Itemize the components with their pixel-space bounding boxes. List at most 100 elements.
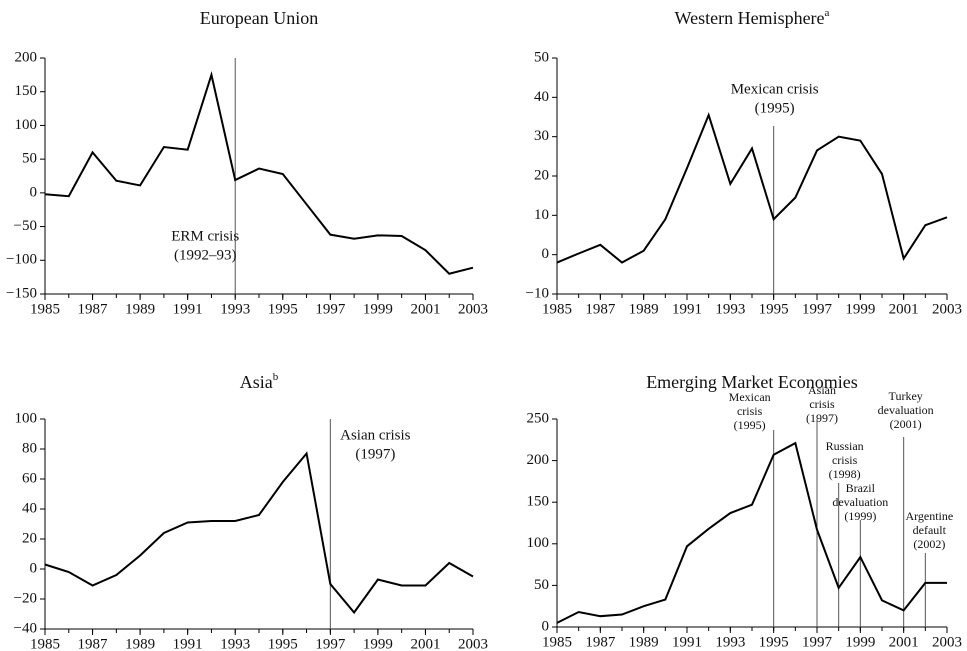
title-text: European Union [200, 8, 318, 28]
y-tick-label: 250 [527, 410, 550, 426]
y-tick-label: 150 [15, 83, 38, 99]
annotation-text: (1995) [755, 100, 795, 116]
y-tick-label: 0 [30, 560, 38, 576]
x-tick-label: 1985 [30, 636, 60, 651]
y-tick-label: 0 [30, 184, 38, 200]
x-tick-label: 2001 [410, 301, 440, 317]
annotation-text: devaluation [878, 403, 934, 417]
chart-title: Asiab [240, 371, 279, 393]
annotation-text: (1997) [806, 411, 838, 425]
y-tick-label: 10 [534, 207, 549, 223]
data-line [556, 441, 947, 624]
chart-title: Emerging Market Economies [646, 372, 858, 392]
x-tick-label: 1995 [268, 301, 298, 317]
x-tick-label: 1985 [30, 301, 60, 317]
title-note: b [273, 371, 279, 383]
x-tick-label: 1989 [629, 634, 659, 650]
title-text: Emerging Market Economies [646, 372, 858, 392]
annotation-text: Argentine [905, 509, 953, 523]
x-tick-label: 1987 [78, 301, 109, 317]
annotation-text: (2002) [913, 537, 945, 551]
x-tick-label: 1989 [125, 636, 155, 651]
x-tick-label: 1995 [759, 301, 789, 317]
annotation-text: (1998) [829, 467, 861, 481]
x-tick-label: 1987 [78, 636, 109, 651]
x-tick-label: 1989 [125, 301, 155, 317]
y-tick-label: 150 [527, 494, 550, 510]
x-tick-label: 1997 [315, 636, 346, 651]
x-tick-label: 1989 [629, 301, 659, 317]
y-tick-label: −50 [14, 218, 37, 234]
annotation-text: Russian [826, 439, 864, 453]
x-tick-label: 1987 [585, 634, 616, 650]
x-tick-label: 1999 [363, 301, 393, 317]
x-tick-label: 1993 [220, 636, 250, 651]
y-tick-label: 40 [534, 89, 549, 105]
y-tick-label: 20 [534, 167, 549, 183]
x-tick-label: 1991 [173, 301, 203, 317]
x-tick-label: 1991 [672, 634, 702, 650]
annotation-text: (1995) [734, 418, 766, 432]
annotation-text: devaluation [832, 495, 888, 509]
data-line [556, 112, 948, 264]
x-tick-label: 2003 [458, 301, 488, 317]
y-tick-label: 100 [15, 117, 38, 133]
annotation-text: (1992–93) [174, 247, 237, 263]
x-tick-label: 1985 [542, 301, 572, 317]
x-tick-label: 1991 [672, 301, 702, 317]
x-tick-label: 1995 [268, 636, 298, 651]
y-tick-label: −20 [14, 590, 37, 606]
y-tick-label: 50 [534, 49, 549, 65]
x-tick-label: 1993 [220, 301, 250, 317]
y-tick-label: 20 [22, 530, 37, 546]
x-tick-label: 1993 [715, 634, 745, 650]
chart-title: European Union [200, 8, 318, 28]
chart-title: Western Hemispherea [675, 7, 830, 29]
annotation-text: (1997) [355, 446, 395, 462]
y-tick-label: 80 [22, 440, 37, 456]
x-tick-label: 2003 [458, 636, 488, 651]
y-tick-label: 50 [22, 151, 37, 167]
y-tick-label: 40 [22, 500, 37, 516]
annotation-text: Turkey [889, 389, 923, 403]
x-tick-label: 2001 [889, 634, 919, 650]
x-tick-label: 1999 [845, 634, 875, 650]
y-tick-label: −40 [14, 620, 37, 636]
x-tick-label: 2001 [410, 636, 440, 651]
x-tick-label: 1997 [802, 634, 833, 650]
annotation-text: (2001) [890, 417, 922, 431]
annotation-text: crisis [832, 453, 858, 467]
y-tick-label: 200 [15, 49, 38, 65]
annotation-text: Mexican crisis [731, 81, 819, 97]
annotation-text: Asian crisis [340, 427, 411, 443]
x-tick-label: 2001 [889, 301, 919, 317]
y-tick-label: 0 [542, 246, 550, 262]
annotation-text: Mexican [729, 390, 771, 404]
title-text: Asia [240, 372, 273, 392]
y-tick-label: −10 [526, 285, 549, 301]
annotation-text: crisis [809, 397, 835, 411]
x-tick-label: 1997 [315, 301, 346, 317]
x-tick-label: 1985 [542, 634, 572, 650]
y-tick-label: 100 [15, 410, 38, 426]
annotation-text: default [913, 523, 947, 537]
x-tick-label: 1991 [173, 636, 203, 651]
annotation-text: (1999) [844, 509, 876, 523]
x-tick-label: 1995 [759, 634, 789, 650]
annotation-text: ERM crisis [171, 228, 239, 244]
x-tick-label: 1993 [715, 301, 745, 317]
y-tick-label: 30 [534, 128, 549, 144]
data-line [44, 451, 474, 615]
y-tick-label: 200 [527, 452, 550, 468]
x-tick-label: 1999 [845, 301, 875, 317]
x-tick-label: 1999 [363, 636, 393, 651]
annotation-text: Brazil [846, 481, 876, 495]
y-tick-label: 60 [22, 470, 37, 486]
annotation-text: Asian [808, 383, 836, 397]
annotation-text: crisis [737, 404, 763, 418]
y-tick-label: 100 [527, 535, 550, 551]
title-note: a [825, 7, 830, 19]
y-tick-label: 50 [534, 577, 549, 593]
x-tick-label: 2003 [932, 634, 962, 650]
